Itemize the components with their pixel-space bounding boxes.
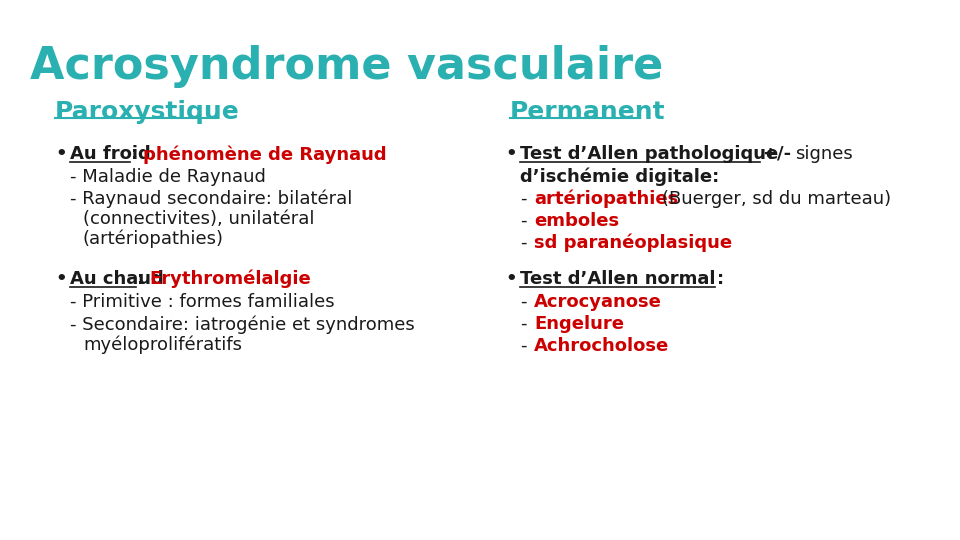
Text: •: • (55, 270, 66, 288)
Text: (artériopathies): (artériopathies) (83, 230, 224, 248)
Text: (Buerger, sd du marteau): (Buerger, sd du marteau) (662, 190, 891, 208)
Text: -: - (520, 212, 526, 230)
Text: (connectivites), unilatéral: (connectivites), unilatéral (83, 210, 315, 228)
Text: Permanent: Permanent (510, 100, 665, 124)
Text: Acrosyndrome vasculaire: Acrosyndrome vasculaire (30, 45, 663, 88)
Text: - Maladie de Raynaud: - Maladie de Raynaud (70, 168, 266, 186)
Text: -: - (520, 293, 526, 311)
Text: Test d’Allen normal: Test d’Allen normal (520, 270, 715, 288)
Text: Au froid: Au froid (70, 145, 151, 163)
Text: Engelure: Engelure (534, 315, 624, 333)
Text: :: : (137, 270, 151, 288)
Text: Test d’Allen pathologique: Test d’Allen pathologique (520, 145, 779, 163)
Text: myéloprolifératifs: myéloprolifératifs (83, 335, 242, 354)
Text: :: : (131, 145, 144, 163)
Text: - Primitive : formes familiales: - Primitive : formes familiales (70, 293, 335, 311)
Text: Achrocholose: Achrocholose (534, 337, 669, 355)
Text: emboles: emboles (534, 212, 619, 230)
Text: -: - (520, 315, 526, 333)
Text: -: - (520, 234, 526, 252)
Text: -: - (520, 337, 526, 355)
Text: •: • (505, 270, 516, 288)
Text: -: - (520, 190, 526, 208)
Text: - Secondaire: iatrogénie et syndromes: - Secondaire: iatrogénie et syndromes (70, 315, 415, 334)
Text: •: • (505, 145, 516, 163)
Text: d’ischémie digitale:: d’ischémie digitale: (520, 167, 719, 186)
Text: +/-: +/- (762, 145, 791, 163)
Text: Au chaud: Au chaud (70, 270, 164, 288)
Text: Paroxystique: Paroxystique (55, 100, 240, 124)
Text: :: : (717, 270, 724, 288)
Text: - Raynaud secondaire: bilatéral: - Raynaud secondaire: bilatéral (70, 190, 352, 208)
Text: Erythromélalgie: Erythromélalgie (149, 270, 311, 288)
Text: •: • (55, 145, 66, 163)
Text: artériopathies: artériopathies (534, 190, 679, 208)
Text: phénomène de Raynaud: phénomène de Raynaud (143, 145, 387, 164)
Text: signes: signes (795, 145, 852, 163)
Text: sd paranéoplasique: sd paranéoplasique (534, 234, 732, 253)
Text: Acrocyanose: Acrocyanose (534, 293, 661, 311)
